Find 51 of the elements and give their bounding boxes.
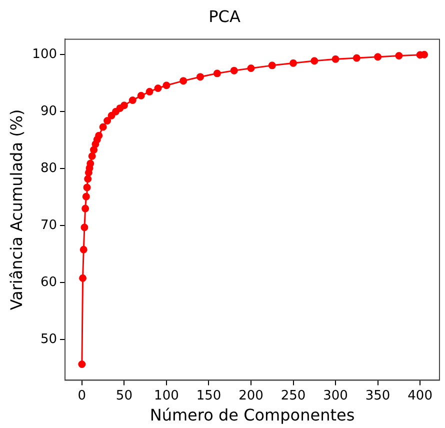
point bbox=[83, 184, 91, 192]
point bbox=[332, 55, 340, 63]
point bbox=[99, 123, 107, 131]
point bbox=[79, 274, 87, 282]
point bbox=[128, 96, 136, 104]
x-tick-label: 250 bbox=[280, 388, 306, 404]
point bbox=[84, 175, 92, 183]
point bbox=[180, 77, 188, 85]
x-tick-label: 300 bbox=[323, 388, 348, 404]
point bbox=[78, 360, 86, 368]
x-tick-label: 200 bbox=[238, 388, 264, 404]
y-tick-label: 70 bbox=[40, 218, 58, 234]
point bbox=[90, 146, 98, 154]
point bbox=[420, 50, 428, 58]
point bbox=[395, 52, 403, 60]
point bbox=[374, 53, 382, 61]
point bbox=[104, 116, 112, 124]
point bbox=[80, 224, 88, 232]
x-tick-label: 350 bbox=[365, 388, 390, 404]
y-axis-title: Variância Acumulada (%) bbox=[6, 109, 26, 310]
y-tick-label: 60 bbox=[40, 275, 58, 290]
point bbox=[86, 160, 94, 168]
x-tick-label: 0 bbox=[78, 388, 86, 404]
y-tick-label: 90 bbox=[40, 104, 58, 119]
point bbox=[196, 73, 204, 81]
x-tick-label: 400 bbox=[408, 388, 432, 404]
point bbox=[120, 102, 128, 110]
chart-title: PCA bbox=[208, 6, 240, 26]
point bbox=[95, 132, 103, 140]
point bbox=[137, 92, 145, 100]
y-tick-label: 100 bbox=[32, 46, 58, 62]
y-tick-label: 50 bbox=[40, 332, 58, 348]
point bbox=[82, 204, 90, 212]
point bbox=[290, 59, 298, 67]
x-tick-label: 50 bbox=[116, 388, 132, 404]
x-tick-label: 150 bbox=[196, 388, 222, 404]
point bbox=[352, 54, 360, 62]
point bbox=[162, 82, 170, 90]
point bbox=[247, 64, 255, 72]
point bbox=[146, 88, 154, 96]
point bbox=[268, 62, 276, 70]
y-tick-label: 80 bbox=[40, 161, 58, 176]
point bbox=[82, 192, 90, 200]
point bbox=[310, 57, 318, 65]
point bbox=[88, 152, 96, 160]
point bbox=[213, 70, 221, 78]
point bbox=[154, 84, 162, 92]
point bbox=[230, 66, 238, 74]
x-axis-title: Número de Componentes bbox=[150, 406, 355, 425]
point bbox=[80, 246, 88, 254]
x-tick-label: 100 bbox=[154, 388, 179, 404]
